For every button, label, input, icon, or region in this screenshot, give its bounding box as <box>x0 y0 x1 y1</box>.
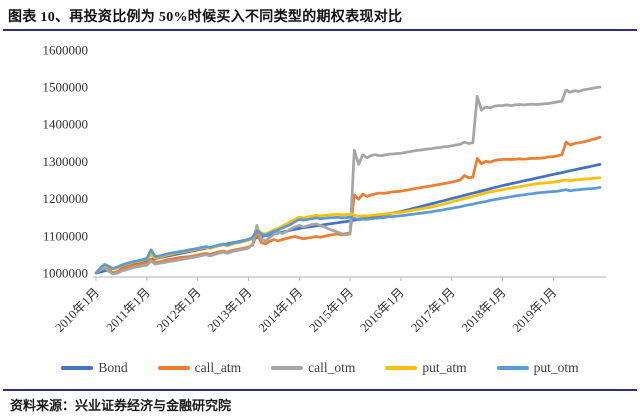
legend-item-call_otm: call_otm <box>271 360 355 376</box>
y-axis-tick-label: 1500000 <box>43 80 89 95</box>
legend-label: call_otm <box>308 360 356 375</box>
y-axis-tick-label: 1200000 <box>43 191 89 206</box>
x-axis-tick-label: 2012年1月 <box>154 285 204 335</box>
x-axis-tick-label: 2016年1月 <box>357 285 407 335</box>
legend-label: put_atm <box>422 360 467 375</box>
legend-swatch-call_atm <box>157 366 190 370</box>
series-line-call_otm <box>94 85 602 276</box>
legend-item-call_atm: call_atm <box>157 360 242 376</box>
title-divider <box>3 29 637 31</box>
y-axis-tick-label: 1400000 <box>43 117 89 132</box>
legend-swatch-put_atm <box>385 366 418 370</box>
legend-label: Bond <box>98 360 128 375</box>
legend-swatch-call_otm <box>271 366 304 370</box>
source-note: 资料来源：兴业证券经济与金融研究院 <box>10 398 232 413</box>
line-chart: 1000000 1100000 1200000 1300000 1400000 15000… <box>43 42 606 335</box>
x-axis-tick-label: 2010年1月 <box>52 285 102 335</box>
x-axis-tick-label: 2013年1月 <box>205 285 255 335</box>
x-axis-tick-label: 2014年1月 <box>256 285 306 335</box>
y-axis-tick-label: 1000000 <box>43 266 89 281</box>
x-axis-tick-label: 2019年1月 <box>510 285 560 335</box>
x-axis-tick-label: 2018年1月 <box>459 285 509 335</box>
x-axis-tick-label: 2011年1月 <box>104 285 153 334</box>
legend-label: call_atm <box>194 360 242 375</box>
legend-item-put_otm: put_otm <box>496 360 579 376</box>
legend-swatch-put_otm <box>496 366 529 370</box>
footer-divider <box>3 389 637 391</box>
x-axis-tick-label: 2017年1月 <box>408 285 458 335</box>
series-line-put_otm <box>94 186 602 275</box>
legend-label: put_otm <box>533 360 579 375</box>
legend: Bond call_atm call_otm put_atm put_otm <box>0 357 640 379</box>
figure-title: 图表 10、再投资比例为 50%时候买入不同类型的期权表现对比 <box>8 10 403 25</box>
y-axis-tick-label: 1600000 <box>43 42 89 57</box>
x-axis-tick-label: 2015年1月 <box>307 285 357 335</box>
legend-swatch-Bond <box>61 366 94 370</box>
y-axis-tick-label: 1300000 <box>43 154 89 169</box>
legend-item-Bond: Bond <box>61 360 128 376</box>
y-axis-tick-label: 1100000 <box>43 228 88 243</box>
legend-item-put_atm: put_atm <box>385 360 467 376</box>
